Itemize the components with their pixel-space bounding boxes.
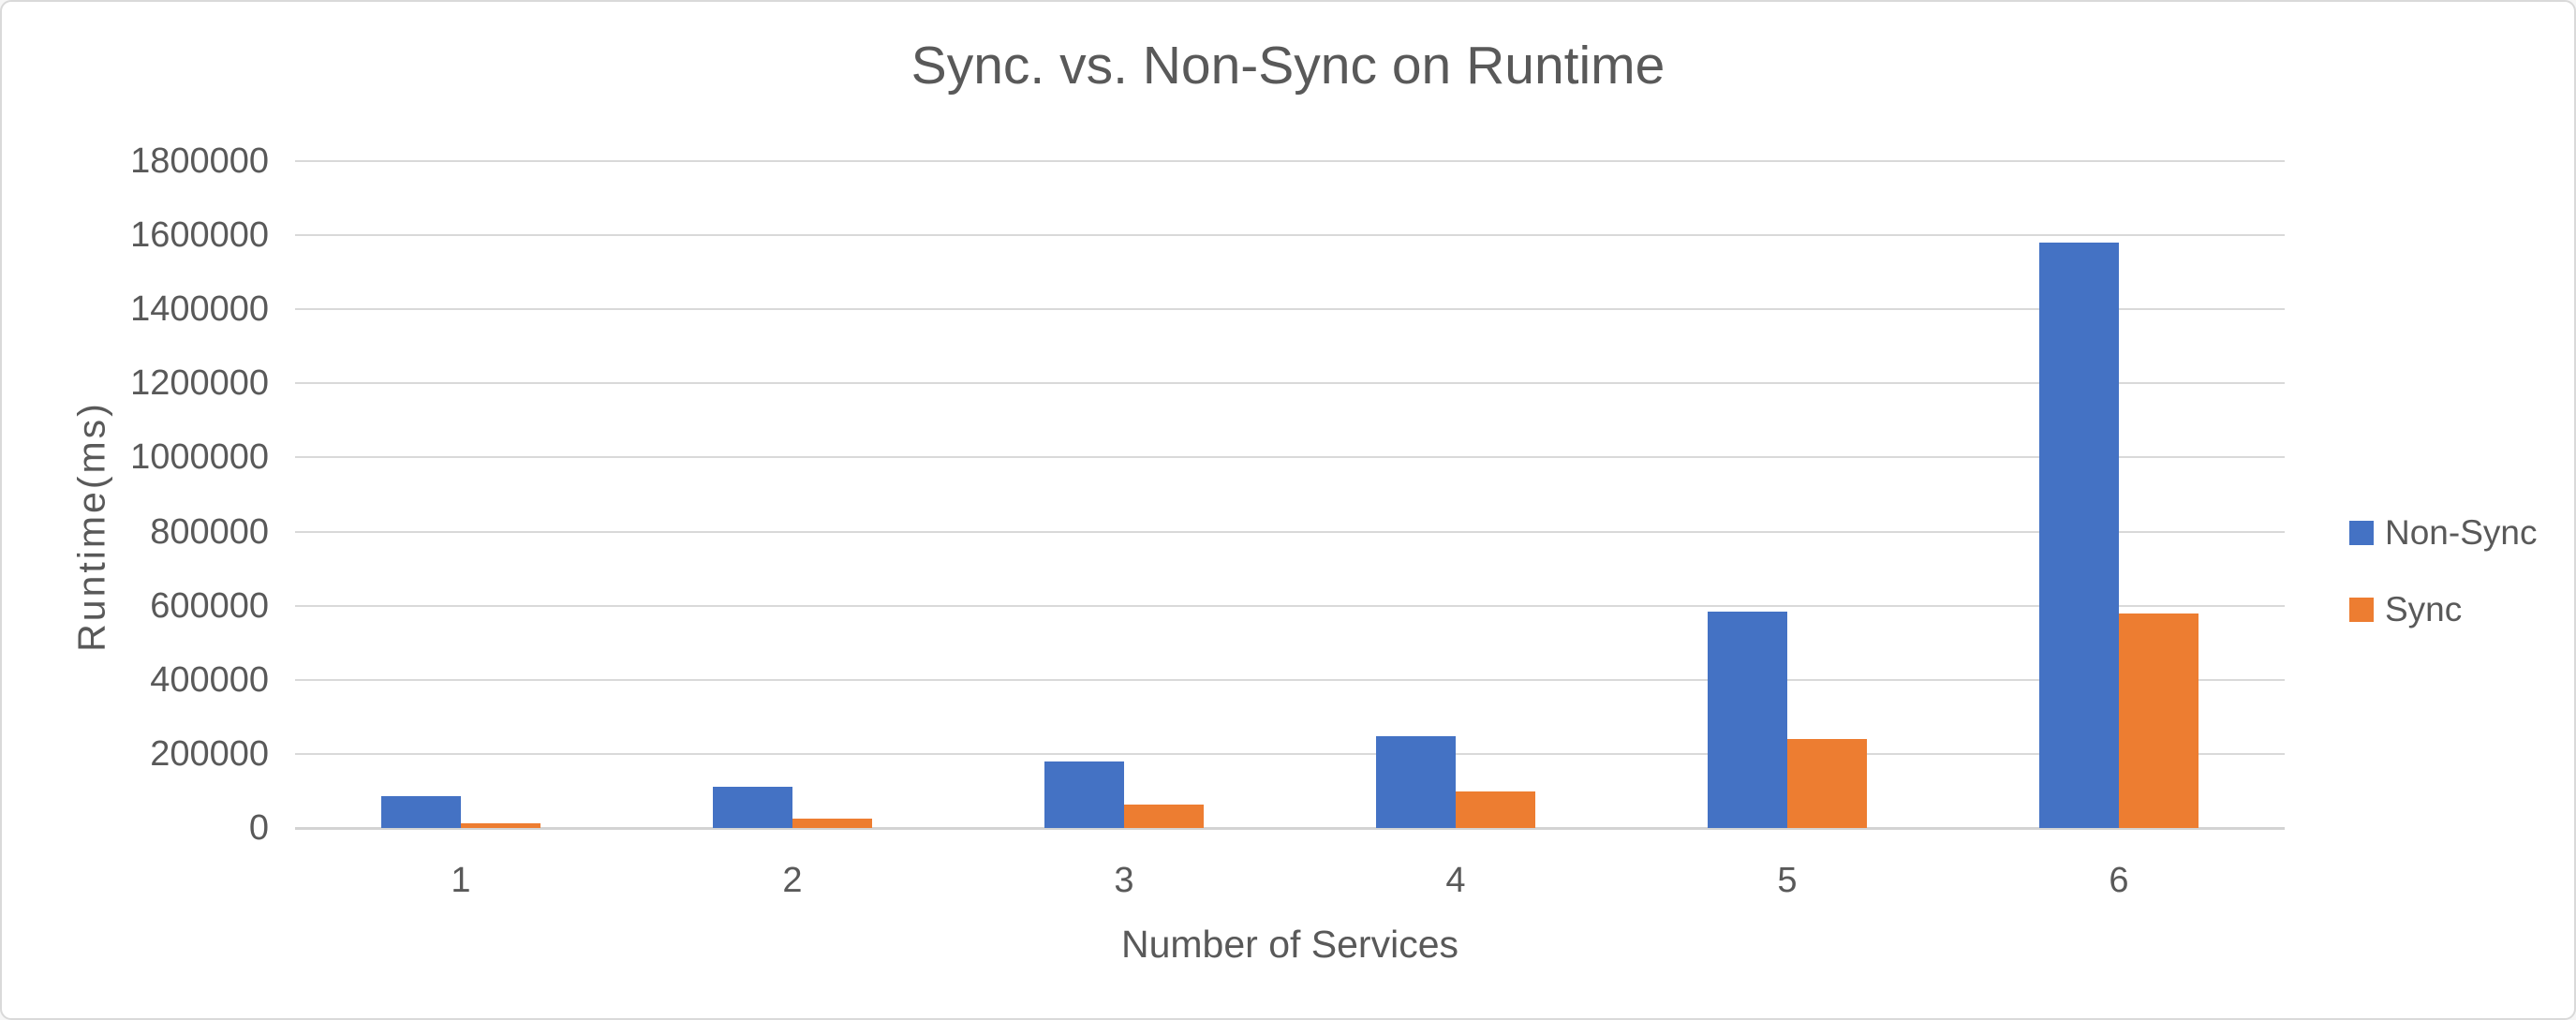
y-tick-label: 1600000 [130, 215, 269, 256]
bar-non-sync-5 [1708, 612, 1787, 828]
bar-sync-1 [461, 823, 540, 828]
gridline [295, 234, 2285, 237]
gridline [295, 530, 2285, 533]
y-tick-label: 1200000 [130, 363, 269, 404]
bar-sync-6 [2119, 613, 2198, 828]
legend-label: Sync [2385, 590, 2463, 628]
gridline [295, 308, 2285, 311]
gridline [295, 678, 2285, 681]
chart-title: Sync. vs. Non-Sync on Runtime [910, 36, 1666, 96]
gridline [295, 456, 2285, 459]
x-tick-label: 6 [2109, 861, 2129, 900]
bar-sync-4 [1456, 791, 1535, 828]
legend-swatch-icon [2349, 598, 2374, 622]
bar-sync-5 [1787, 739, 1867, 828]
y-tick-label: 1000000 [130, 437, 269, 478]
bar-sync-2 [792, 818, 872, 828]
bar-sync-3 [1124, 804, 1204, 828]
y-tick-label: 400000 [150, 659, 269, 700]
plot-area [295, 160, 2285, 830]
gridline [295, 604, 2285, 607]
bar-non-sync-4 [1376, 735, 1456, 828]
legend-item-non-sync: Non-Sync [2349, 513, 2537, 553]
legend-swatch-icon [2349, 521, 2374, 545]
gridline [295, 382, 2285, 385]
gridline [295, 752, 2285, 755]
y-tick-label: 600000 [150, 585, 269, 626]
x-axis-title: Number of Services [1120, 923, 1458, 966]
x-tick-label: 1 [451, 861, 471, 900]
x-axis-line [295, 827, 2285, 830]
legend-item-sync: Sync [2349, 590, 2537, 629]
y-tick-label: 1800000 [130, 141, 269, 181]
bar-non-sync-3 [1044, 761, 1124, 828]
bar-non-sync-2 [713, 786, 792, 828]
legend: Non-Sync Sync [2349, 513, 2537, 629]
x-tick-label: 3 [1114, 861, 1134, 900]
y-tick-label: 800000 [150, 511, 269, 552]
bar-non-sync-1 [381, 796, 461, 828]
y-tick-label: 1400000 [130, 289, 269, 330]
bar-non-sync-6 [2039, 243, 2119, 828]
x-tick-label: 2 [782, 861, 803, 900]
x-tick-label: 5 [1777, 861, 1798, 900]
y-tick-label: 0 [248, 808, 269, 848]
y-tick-label: 200000 [150, 733, 269, 774]
x-tick-label: 4 [1445, 861, 1466, 900]
gridline [295, 160, 2285, 162]
legend-label: Non-Sync [2385, 513, 2538, 552]
